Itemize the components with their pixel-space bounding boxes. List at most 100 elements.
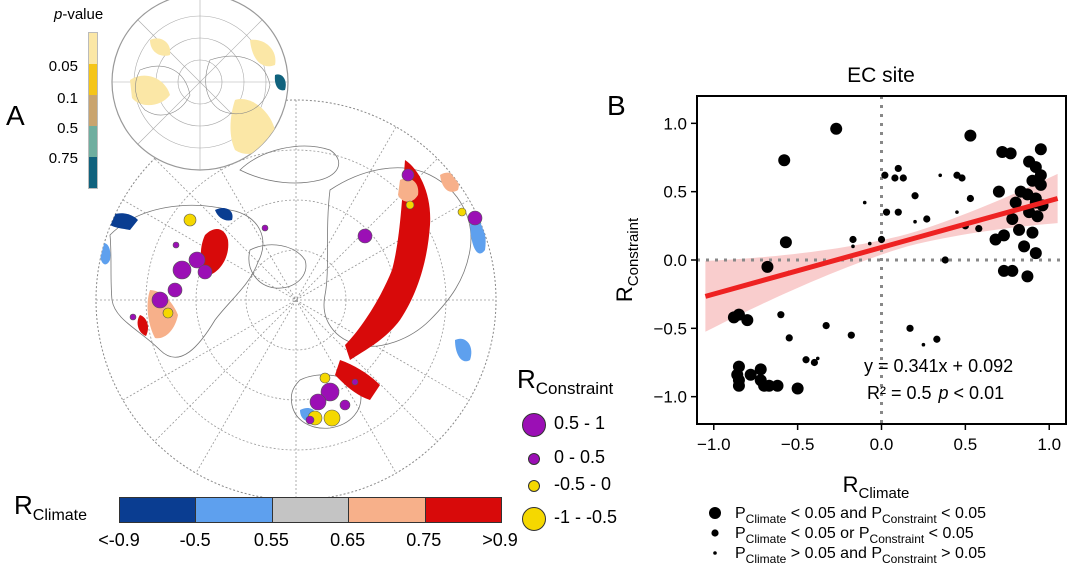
size-legend-marker xyxy=(522,413,546,437)
scatter-point xyxy=(894,164,902,173)
pvalue-color-segment xyxy=(89,33,97,64)
scatter-point xyxy=(966,194,974,203)
colorbar-segment xyxy=(271,498,349,522)
pvalue-inset-map xyxy=(111,0,289,171)
scatter-point xyxy=(899,174,907,182)
scatter-point xyxy=(761,260,774,273)
climate-colorbar xyxy=(119,497,502,523)
scatter-point xyxy=(894,208,902,216)
scatter-point xyxy=(1034,143,1047,156)
scatter-point xyxy=(1013,223,1026,236)
scatter-point xyxy=(815,356,820,361)
size-legend-label: -1 - -0.5 xyxy=(554,507,618,527)
r2-p-text: R² = 0.5 p < 0.01 xyxy=(867,383,1004,403)
scatter-point xyxy=(851,244,855,249)
colorbar-segment xyxy=(195,498,272,522)
size-legend-label: 0.5 - 1 xyxy=(554,413,606,433)
x-axis-label: RClimate xyxy=(843,472,910,502)
pvalue-color-segment xyxy=(89,126,97,157)
size-legend-label: 0 - 0.5 xyxy=(554,447,606,467)
y-tick-label: −1.0 xyxy=(653,388,687,407)
panel-a: p-value 0.05 0.1 0.5 0.75 A xyxy=(6,0,648,550)
scatter-point xyxy=(763,379,776,392)
scatter-point xyxy=(1031,210,1044,223)
map-sites xyxy=(129,168,483,427)
scatter-point xyxy=(906,324,914,332)
scatter-point xyxy=(891,174,899,182)
pvalue-tick-label: 0.05 xyxy=(48,58,78,75)
scatter-point xyxy=(771,379,784,392)
significance-legend-marker xyxy=(713,551,717,555)
size-legend-marker xyxy=(528,480,540,492)
significance-legend: PClimate < 0.05 and PConstraint < 0.05PC… xyxy=(709,505,986,566)
colorbar-tick-label: 0.55 xyxy=(253,530,289,550)
scatter-point xyxy=(933,335,941,343)
x-tick-label: −1.0 xyxy=(697,435,731,454)
polar-maps xyxy=(95,0,497,501)
significance-legend-label: PClimate < 0.05 or PConstraint < 0.05 xyxy=(735,525,974,546)
size-legend-marker xyxy=(522,507,546,531)
pvalue-color-segment xyxy=(89,95,97,126)
scatter-point xyxy=(779,236,792,249)
colorbar-tick-label: -0.5 xyxy=(179,530,211,550)
scatter-point xyxy=(989,233,1002,246)
pvalue-regions xyxy=(130,38,286,154)
scatter-point xyxy=(911,192,919,200)
scatter-point xyxy=(822,322,830,330)
scatter-point xyxy=(913,219,917,224)
main-polar-map xyxy=(95,99,497,501)
x-tick-label: 1.0 xyxy=(1037,435,1061,454)
scatter-point xyxy=(785,334,793,342)
scatter-point xyxy=(1034,178,1047,191)
scatter-point xyxy=(955,210,959,214)
scatter-point xyxy=(1018,240,1031,253)
size-legend-item: -1 - -0.5 xyxy=(518,507,648,533)
significance-legend-label: PClimate < 0.05 and PConstraint < 0.05 xyxy=(735,505,986,526)
significance-legend-label: PClimate > 0.05 and PConstraint > 0.05 xyxy=(735,545,986,566)
chart-title: EC site xyxy=(847,64,915,87)
panel-b: B xyxy=(580,0,1068,575)
pvalue-color-segment xyxy=(89,64,97,95)
colorbar-tick-label: <-0.9 xyxy=(98,530,140,550)
scatter-point xyxy=(847,331,855,339)
scatter-point xyxy=(1021,270,1034,283)
scatter-point xyxy=(1026,226,1039,239)
pvalue-color-segment xyxy=(89,157,97,188)
colorbar-title: RClimate xyxy=(14,490,88,525)
scatter-point xyxy=(882,208,891,216)
scatter-point xyxy=(830,122,843,135)
equation-text: y = 0.341x + 0.092 xyxy=(864,356,1013,376)
colorbar-segment xyxy=(348,498,425,522)
colorbar-segment xyxy=(424,498,502,522)
scatter-point xyxy=(849,235,857,244)
scatter-point xyxy=(1006,213,1019,225)
y-tick-label: 0.0 xyxy=(663,251,687,270)
scatter-point xyxy=(921,342,926,347)
panel-label-b: B xyxy=(607,90,626,121)
scatter-point xyxy=(964,129,977,142)
colorbar-tick-label: >0.9 xyxy=(482,530,518,550)
scatter-chart: EC site −1.0 −0.5 0.0 0.5 1.0 1.0 0.5 0.0 −0.5 −1… xyxy=(612,64,1067,566)
scatter-point xyxy=(741,314,754,327)
scatter-point xyxy=(941,256,949,264)
scatter-point xyxy=(862,200,867,205)
scatter-point xyxy=(778,154,791,167)
significance-legend-marker xyxy=(711,529,719,537)
scatter-point xyxy=(877,235,886,244)
scatter-point xyxy=(754,363,767,376)
y-tick-label: 1.0 xyxy=(663,114,687,133)
x-tick-label: 0.0 xyxy=(870,435,894,454)
pvalue-tick-label: 0.75 xyxy=(48,150,78,167)
pvalue-colorbar xyxy=(88,32,98,189)
significance-legend-marker xyxy=(709,507,721,519)
colorbar-tick-label: 0.65 xyxy=(330,530,366,550)
pvalue-tick-label: 0.5 xyxy=(57,120,78,137)
panel-label-a: A xyxy=(6,100,25,131)
y-tick-label: −0.5 xyxy=(653,319,687,338)
scatter-point xyxy=(1009,196,1022,209)
size-legend-item: 0.5 - 1 xyxy=(518,413,648,439)
x-tick-label: 0.5 xyxy=(954,435,978,454)
scatter-point xyxy=(810,358,819,367)
y-axis-label: RConstraint xyxy=(612,217,642,302)
confidence-band xyxy=(705,173,1058,332)
